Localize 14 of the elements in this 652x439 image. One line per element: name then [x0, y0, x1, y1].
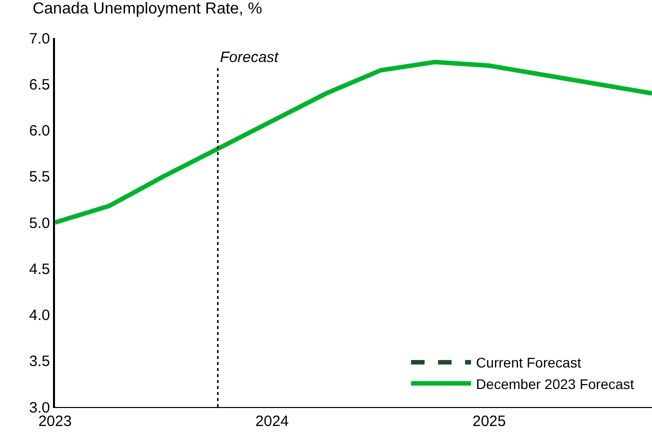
ref-line-label: Forecast	[220, 49, 280, 66]
y-tick-label: 3.5	[29, 353, 50, 370]
legend-label: December 2023 Forecast	[476, 376, 634, 392]
y-tick-label: 7.0	[29, 30, 50, 48]
y-tick-label: 5.5	[29, 168, 50, 186]
y-tick-label: 4.0	[29, 307, 50, 324]
legend-label: Current Forecast	[476, 354, 582, 371]
y-tick-label: 4.5	[29, 260, 50, 278]
chart-title: Canada Unemployment Rate, %	[32, 0, 262, 18]
y-tick-label: 5.0	[29, 214, 50, 232]
y-tick-label: 6.5	[29, 76, 50, 94]
x-tick-label: 2024	[255, 413, 289, 430]
y-tick-label: 6.0	[29, 122, 50, 140]
x-tick-label: 2025	[472, 413, 506, 430]
